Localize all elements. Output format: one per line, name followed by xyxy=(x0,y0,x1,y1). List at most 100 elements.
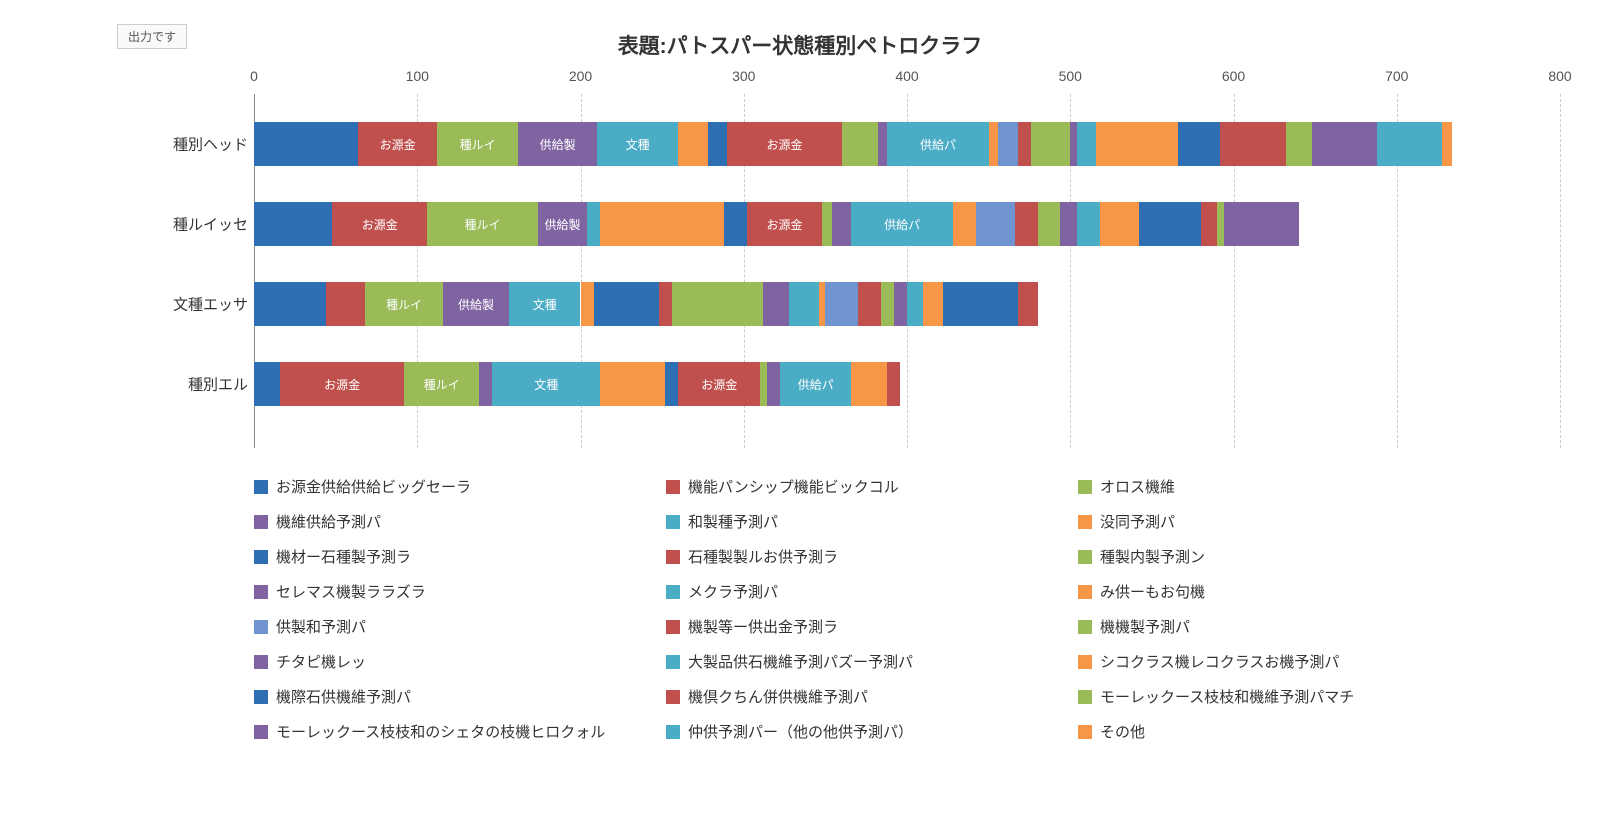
x-axis-tick: 0 xyxy=(250,68,258,84)
legend-label: 大製品供石機維予測パズー予測パ xyxy=(688,651,913,672)
bar-segment xyxy=(1442,122,1452,166)
bar-segment xyxy=(581,282,594,326)
category-label: 種ルイッセ xyxy=(140,214,248,235)
segment-label: お源金 xyxy=(701,376,737,393)
bar-segment xyxy=(1077,122,1097,166)
legend-swatch xyxy=(254,515,268,529)
legend-swatch xyxy=(254,550,268,564)
legend-label: 機機製予測パ xyxy=(1100,616,1190,637)
legend-item: 機能パンシップ機能ビックコル xyxy=(666,476,1068,497)
legend-item: チタピ機レッ xyxy=(254,651,656,672)
bar-segment: お源金 xyxy=(280,362,404,406)
legend-swatch xyxy=(1078,725,1092,739)
legend-label: 機倶クちん併供機維予測パ xyxy=(688,686,868,707)
bar-segment xyxy=(678,122,707,166)
page: 出力です 表題:パトスパー状態種別ペトロクラフ 0100200300400500… xyxy=(0,0,1600,840)
legend-label: 機製等ー供出金予測ラ xyxy=(688,616,838,637)
legend-label: み供ーもお句機 xyxy=(1100,581,1205,602)
legend-item: 没同予測パ xyxy=(1078,511,1480,532)
bar-segment xyxy=(998,122,1018,166)
legend-label: メクラ予測パ xyxy=(688,581,778,602)
legend-item: 機維供給予測パ xyxy=(254,511,656,532)
bar-segment xyxy=(1377,122,1442,166)
legend-label: モーレックース枝枝和機維予測パマチ xyxy=(1100,686,1354,707)
legend-label: チタピ機レッ xyxy=(276,651,366,672)
legend-item: モーレックース枝枝和のシェタの枝機ヒロクォル xyxy=(254,721,656,742)
bar-row: 種ルイ供給製文種 xyxy=(254,282,1520,326)
x-axis-tick: 700 xyxy=(1385,68,1408,84)
legend-swatch xyxy=(254,725,268,739)
bar-segment xyxy=(907,282,923,326)
bar-segment xyxy=(1100,202,1139,246)
grid-line xyxy=(1560,94,1561,448)
x-axis-tick: 100 xyxy=(406,68,429,84)
bar-row: お源金種ルイ供給製文種お源金供給パ xyxy=(254,122,1520,166)
legend-label: 仲供予測パー（他の他供予測パ） xyxy=(688,721,913,742)
bar-segment xyxy=(851,362,887,406)
segment-label: 供給製 xyxy=(540,136,576,153)
bar-segment xyxy=(822,202,832,246)
legend-item: オロス機維 xyxy=(1078,476,1480,497)
bar-segment xyxy=(894,282,907,326)
legend-swatch xyxy=(666,585,680,599)
bar-segment: 供給製 xyxy=(443,282,508,326)
bar-segment xyxy=(1038,202,1061,246)
bar-segment: 種ルイ xyxy=(427,202,538,246)
bar-segment: 供給パ xyxy=(887,122,988,166)
segment-label: 供給製 xyxy=(545,216,581,233)
legend-label: シコクラス機レコクラスお機予測パ xyxy=(1100,651,1339,672)
legend-swatch xyxy=(666,690,680,704)
bar-segment xyxy=(724,202,747,246)
legend-item: 和製種予測パ xyxy=(666,511,1068,532)
segment-label: 種ルイ xyxy=(424,376,460,393)
legend-swatch xyxy=(254,480,268,494)
bar-segment xyxy=(254,122,358,166)
bar-segment xyxy=(819,282,826,326)
bar-segment xyxy=(254,282,326,326)
bar-segment xyxy=(1312,122,1377,166)
bar-segment xyxy=(878,122,888,166)
x-axis-tick: 600 xyxy=(1222,68,1245,84)
bar-segment xyxy=(594,282,659,326)
bar-segment: 文種 xyxy=(597,122,679,166)
bar-segment xyxy=(1286,122,1312,166)
bar-segment xyxy=(976,202,1015,246)
segment-label: 供給パ xyxy=(884,216,920,233)
legend-label: 石種製製ルお供予測ラ xyxy=(688,546,838,567)
bar-segment xyxy=(767,362,780,406)
bar-segment xyxy=(1201,202,1217,246)
legend-label: 種製内製予測ン xyxy=(1100,546,1205,567)
category-label: 文種エッサ xyxy=(140,294,248,315)
legend-item: 大製品供石機維予測パズー予測パ xyxy=(666,651,1068,672)
bar-row: お源金種ルイ文種お源金供給パ xyxy=(254,362,1520,406)
legend-label: モーレックース枝枝和のシェタの枝機ヒロクォル xyxy=(276,721,605,742)
bar-segment xyxy=(1031,122,1070,166)
bar-segment: 種ルイ xyxy=(365,282,443,326)
legend-item: 機機製予測パ xyxy=(1078,616,1480,637)
segment-label: 文種 xyxy=(626,136,650,153)
legend-item: 種製内製予測ン xyxy=(1078,546,1480,567)
corner-note: 出力です xyxy=(117,24,187,49)
bar-segment: 文種 xyxy=(509,282,581,326)
legend-swatch xyxy=(666,655,680,669)
category-label: 種別ヘッド xyxy=(140,134,248,155)
bar-segment xyxy=(953,202,976,246)
bar-segment: 種ルイ xyxy=(437,122,519,166)
bar-segment xyxy=(825,282,858,326)
x-axis-tick: 300 xyxy=(732,68,755,84)
legend-swatch xyxy=(1078,515,1092,529)
legend-swatch xyxy=(1078,585,1092,599)
bar-segment xyxy=(1077,202,1100,246)
bar-segment xyxy=(587,202,600,246)
segment-label: 種ルイ xyxy=(460,136,496,153)
segment-label: お源金 xyxy=(362,216,398,233)
bar-segment: お源金 xyxy=(727,122,841,166)
legend-label: 機維供給予測パ xyxy=(276,511,381,532)
bar-segment xyxy=(1224,202,1299,246)
legend-label: お源金供給供給ビッグセーラ xyxy=(276,476,471,497)
legend-swatch xyxy=(254,655,268,669)
segment-label: 供給パ xyxy=(920,136,956,153)
bar-segment xyxy=(600,202,724,246)
legend-item: 機材ー石種製予測ラ xyxy=(254,546,656,567)
legend-item: 機倶クちん併供機維予測パ xyxy=(666,686,1068,707)
